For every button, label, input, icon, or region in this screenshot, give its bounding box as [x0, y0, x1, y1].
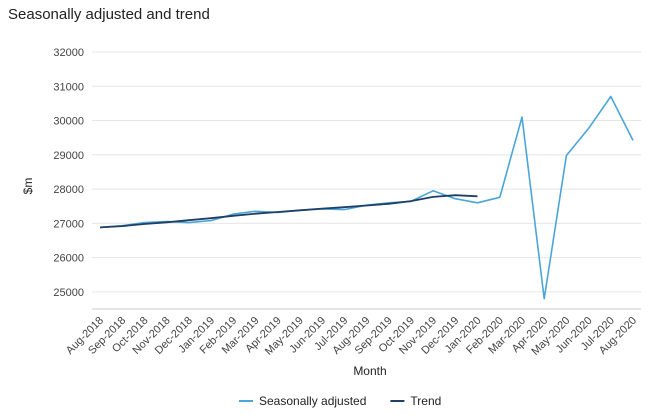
y-tick-label-28000: 28000 — [53, 184, 84, 196]
y-tick-label-25000: 25000 — [53, 287, 84, 299]
series-lines — [99, 95, 634, 300]
chart-title: Seasonally adjusted and trend — [8, 6, 210, 23]
legend-label-seasonally-adjusted: Seasonally adjusted — [259, 394, 366, 408]
y-tick-label-32000: 32000 — [53, 47, 84, 59]
y-tick-label-27000: 27000 — [53, 218, 84, 230]
y-tick-label-30000: 30000 — [53, 116, 84, 128]
y-tick-label-29000: 29000 — [53, 150, 84, 162]
x-axis-label: Month — [353, 364, 386, 378]
y-tick-label-26000: 26000 — [53, 253, 84, 265]
legend: Seasonally adjusted Trend — [239, 394, 441, 408]
y-axis-label: $m — [21, 178, 35, 195]
x-axis-ticks: Aug-2018Sep-2018Oct-2018Nov-2018Dec-2018… — [64, 315, 639, 358]
y-axis-ticks: 25000 26000 27000 28000 29000 30000 31000 32000 — [53, 47, 84, 299]
series-line-seasonally-adjusted — [99, 95, 634, 300]
series-line-trend — [99, 194, 478, 229]
legend-label-trend: Trend — [410, 394, 441, 408]
gridlines — [92, 51, 641, 310]
y-tick-label-31000: 31000 — [53, 81, 84, 93]
